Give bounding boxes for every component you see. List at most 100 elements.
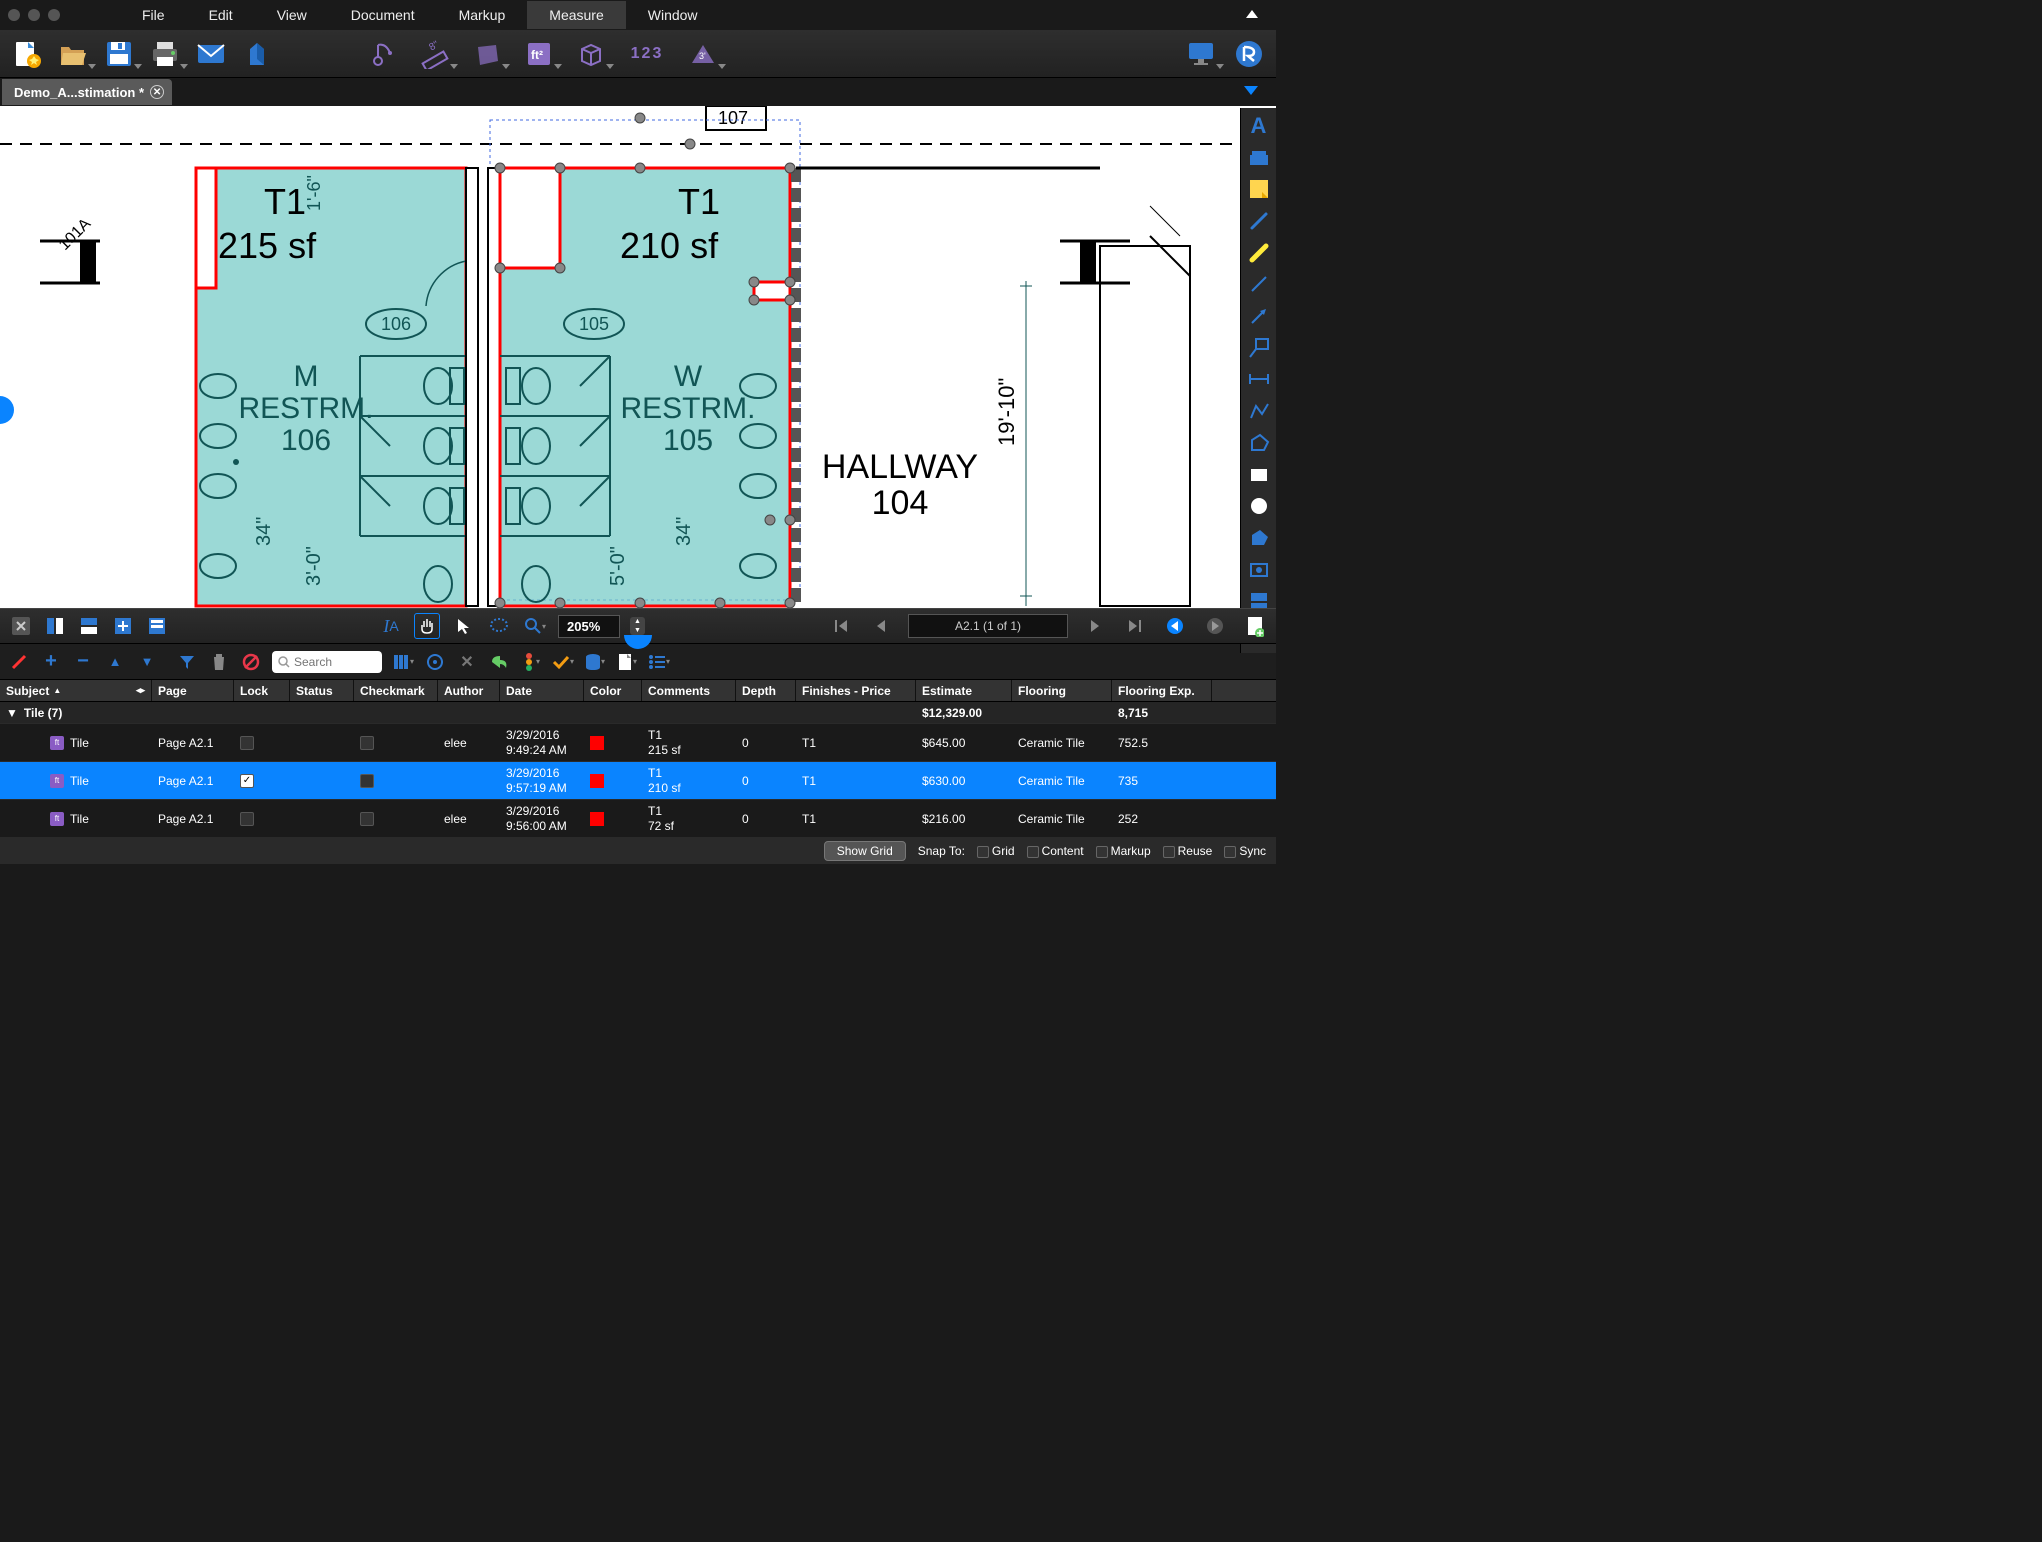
expand-down-button[interactable]: ▼ xyxy=(136,651,158,673)
remove-markup-button[interactable]: − xyxy=(72,651,94,673)
split-horizontal-button[interactable] xyxy=(76,613,102,639)
status-button[interactable]: ▾ xyxy=(520,651,542,673)
revu-logo-button[interactable] xyxy=(1232,37,1266,71)
delete-button[interactable] xyxy=(208,651,230,673)
arrow-tool-button[interactable] xyxy=(1244,302,1274,330)
menu-window[interactable]: Window xyxy=(626,1,720,29)
prev-view-button[interactable] xyxy=(1162,613,1188,639)
col-header-flooring-exp[interactable]: Flooring Exp. xyxy=(1112,680,1212,701)
col-header-estimate[interactable]: Estimate xyxy=(916,680,1012,701)
note-tool-button[interactable] xyxy=(1244,175,1274,203)
col-header-comments[interactable]: Comments xyxy=(642,680,736,701)
close-window-button[interactable] xyxy=(8,9,20,21)
zoom-stepper[interactable]: ▲▼ xyxy=(630,617,645,635)
col-header-author[interactable]: Author xyxy=(438,680,500,701)
calibrate-button[interactable] xyxy=(366,37,400,71)
first-page-button[interactable] xyxy=(828,613,854,639)
split-vertical-button[interactable] xyxy=(42,613,68,639)
line-tool-button[interactable] xyxy=(1244,271,1274,299)
next-page-button[interactable] xyxy=(1082,613,1108,639)
add-markup-button[interactable]: + xyxy=(40,651,62,673)
columns-button[interactable]: ▾ xyxy=(392,651,414,673)
col-header-finishes[interactable]: Finishes - Price xyxy=(796,680,916,701)
email-button[interactable] xyxy=(194,37,228,71)
col-header-color[interactable]: Color xyxy=(584,680,642,701)
menu-view[interactable]: View xyxy=(255,1,329,29)
save-button[interactable] xyxy=(102,37,136,71)
markups-table-row[interactable]: ftTile Page A2.1 3/29/20169:57:19 AM T12… xyxy=(0,762,1276,800)
count-measure-button[interactable]: 123 xyxy=(626,37,668,71)
monitor-button[interactable] xyxy=(1184,37,1218,71)
zoom-tool-button[interactable]: ▾ xyxy=(522,613,548,639)
manage-columns-button[interactable] xyxy=(424,651,446,673)
dimension-tool-button[interactable] xyxy=(1244,366,1274,394)
volume-measure-button[interactable] xyxy=(574,37,608,71)
page-indicator-field[interactable]: A2.1 (1 of 1) xyxy=(908,614,1068,638)
highlight-tool-button[interactable] xyxy=(1244,239,1274,267)
col-header-page[interactable]: Page xyxy=(152,680,234,701)
reply-button[interactable] xyxy=(488,651,510,673)
prev-page-button[interactable] xyxy=(868,613,894,639)
one-page-button[interactable] xyxy=(144,613,170,639)
snap-reuse-option[interactable]: Reuse xyxy=(1163,844,1213,858)
snap-content-option[interactable]: Content xyxy=(1027,844,1084,858)
menu-document[interactable]: Document xyxy=(329,1,437,29)
last-page-button[interactable] xyxy=(1122,613,1148,639)
col-header-subject[interactable]: Subject▲◂▸ xyxy=(0,680,152,701)
col-header-depth[interactable]: Depth xyxy=(736,680,796,701)
unsplit-button[interactable] xyxy=(110,613,136,639)
select-tool-button[interactable] xyxy=(450,613,476,639)
area-measure-button[interactable] xyxy=(470,37,504,71)
menu-file[interactable]: File xyxy=(120,1,187,29)
lasso-tool-button[interactable] xyxy=(486,613,512,639)
import-button[interactable]: ▾ xyxy=(616,651,638,673)
stamp-tool-button[interactable] xyxy=(1244,556,1274,584)
new-file-button[interactable] xyxy=(10,37,44,71)
print-button[interactable] xyxy=(148,37,182,71)
collapse-up-button[interactable]: ▲ xyxy=(104,651,126,673)
snap-markup-option[interactable]: Markup xyxy=(1096,844,1151,858)
open-file-button[interactable] xyxy=(56,37,90,71)
checkmark-button[interactable]: ▾ xyxy=(552,651,574,673)
document-tab[interactable]: Demo_A...stimation * ✕ xyxy=(2,79,172,105)
pen-markup-button[interactable] xyxy=(8,651,30,673)
close-tab-icon[interactable]: ✕ xyxy=(150,85,164,99)
summary-button[interactable]: ▾ xyxy=(648,651,670,673)
markups-table-row[interactable]: ftTile Page A2.1 elee 3/29/20169:49:24 A… xyxy=(0,724,1276,762)
zoom-window-button[interactable] xyxy=(48,9,60,21)
show-grid-button[interactable]: Show Grid xyxy=(824,841,906,861)
pan-tool-button[interactable] xyxy=(414,613,440,639)
col-header-checkmark[interactable]: Checkmark xyxy=(354,680,438,701)
angle-measure-button[interactable]: 3' xyxy=(686,37,720,71)
markups-group-row[interactable]: ▼Tile (7) $12,329.00 8,715 xyxy=(0,702,1276,724)
text-select-button[interactable]: IA xyxy=(378,613,404,639)
document-viewport[interactable]: HALLWAY 104 19'-10" 101A 107 T1 215 sf M… xyxy=(0,106,1276,608)
snap-sync-option[interactable]: Sync xyxy=(1224,844,1266,858)
col-header-status[interactable]: Status xyxy=(290,680,354,701)
ellipse-tool-button[interactable] xyxy=(1244,492,1274,520)
text-tool-button[interactable]: A xyxy=(1244,112,1274,140)
new-page-button[interactable] xyxy=(1242,613,1268,639)
studio-button[interactable] xyxy=(240,37,274,71)
length-measure-button[interactable]: 8" xyxy=(418,37,452,71)
collapse-menu-icon[interactable] xyxy=(1246,10,1258,18)
rectangle-tool-button[interactable] xyxy=(1244,461,1274,489)
typewriter-tool-button[interactable] xyxy=(1244,144,1274,172)
close-panel-button[interactable] xyxy=(8,613,34,639)
null-button[interactable] xyxy=(240,651,262,673)
dynamic-fill-button[interactable]: ft² xyxy=(522,37,556,71)
markups-search-box[interactable] xyxy=(272,651,382,673)
menu-markup[interactable]: Markup xyxy=(437,1,528,29)
next-view-button[interactable] xyxy=(1202,613,1228,639)
snap-grid-option[interactable]: Grid xyxy=(977,844,1015,858)
menu-edit[interactable]: Edit xyxy=(187,1,255,29)
cloud-tool-button[interactable] xyxy=(1244,524,1274,552)
zoom-level-field[interactable]: 205% xyxy=(558,615,620,638)
polyline-tool-button[interactable] xyxy=(1244,397,1274,425)
export-button[interactable]: ▾ xyxy=(584,651,606,673)
filter-button[interactable] xyxy=(176,651,198,673)
col-header-flooring[interactable]: Flooring xyxy=(1012,680,1112,701)
menu-measure[interactable]: Measure xyxy=(527,1,625,29)
markups-table-row[interactable]: ftTile Page A2.1 elee 3/29/20169:56:00 A… xyxy=(0,800,1276,838)
tab-dropdown-icon[interactable] xyxy=(1244,86,1258,95)
